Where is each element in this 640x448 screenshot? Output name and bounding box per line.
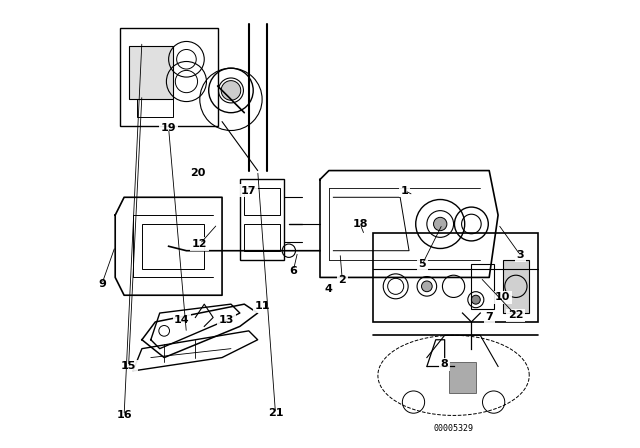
Bar [502,260,529,313]
Text: 10: 10 [495,293,510,302]
Bar [449,362,476,393]
Text: 11: 11 [254,302,270,311]
Text: 20: 20 [190,168,205,178]
Bar [138,99,173,117]
Text: 5: 5 [419,259,426,269]
Text: 00005329: 00005329 [433,424,474,433]
Circle shape [422,281,432,292]
Bar [244,224,280,251]
Text: 22: 22 [508,310,524,320]
Text: 19: 19 [161,123,177,133]
Text: 1: 1 [401,185,408,196]
Text: 21: 21 [268,408,284,418]
Text: 14: 14 [174,315,190,325]
Text: 16: 16 [116,410,132,420]
Bar [120,28,218,126]
Text: 15: 15 [121,362,136,371]
Text: 12: 12 [192,239,207,249]
Text: 3: 3 [516,250,524,260]
Text: 7: 7 [485,313,493,323]
Text: 2: 2 [339,275,346,284]
Bar [240,180,284,260]
Bar [142,224,204,268]
Text: 6: 6 [289,266,297,276]
Circle shape [472,295,480,304]
Circle shape [433,217,447,231]
Text: 17: 17 [241,185,257,196]
Bar [373,233,538,322]
Bar [244,188,280,215]
Bar [129,46,173,99]
Text: 8: 8 [441,359,449,369]
Text: 13: 13 [219,315,234,325]
Circle shape [221,81,241,100]
Bar [472,264,493,309]
Text: 9: 9 [98,279,106,289]
Text: 4: 4 [325,284,333,293]
Text: 18: 18 [352,219,368,229]
